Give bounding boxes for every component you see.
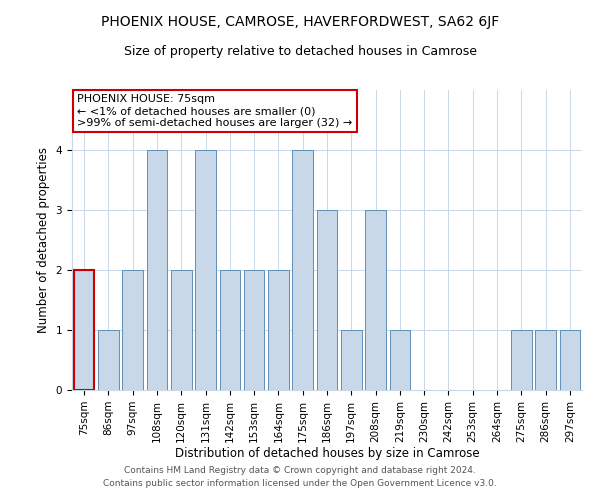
Bar <box>317 210 337 390</box>
Bar <box>389 330 410 390</box>
Text: PHOENIX HOUSE, CAMROSE, HAVERFORDWEST, SA62 6JF: PHOENIX HOUSE, CAMROSE, HAVERFORDWEST, S… <box>101 15 499 29</box>
Bar <box>98 330 119 390</box>
Bar <box>171 270 191 390</box>
Bar <box>244 270 265 390</box>
Bar <box>511 330 532 390</box>
Bar <box>146 150 167 390</box>
Bar <box>74 270 94 390</box>
Bar <box>365 210 386 390</box>
Text: Contains HM Land Registry data © Crown copyright and database right 2024.
Contai: Contains HM Land Registry data © Crown c… <box>103 466 497 487</box>
X-axis label: Distribution of detached houses by size in Camrose: Distribution of detached houses by size … <box>175 448 479 460</box>
Text: PHOENIX HOUSE: 75sqm
← <1% of detached houses are smaller (0)
>99% of semi-detac: PHOENIX HOUSE: 75sqm ← <1% of detached h… <box>77 94 352 128</box>
Bar <box>341 330 362 390</box>
Bar <box>220 270 240 390</box>
Text: Size of property relative to detached houses in Camrose: Size of property relative to detached ho… <box>124 45 476 58</box>
Y-axis label: Number of detached properties: Number of detached properties <box>37 147 50 333</box>
Bar <box>535 330 556 390</box>
Bar <box>560 330 580 390</box>
Bar <box>122 270 143 390</box>
Bar <box>268 270 289 390</box>
Bar <box>292 150 313 390</box>
Bar <box>195 150 216 390</box>
